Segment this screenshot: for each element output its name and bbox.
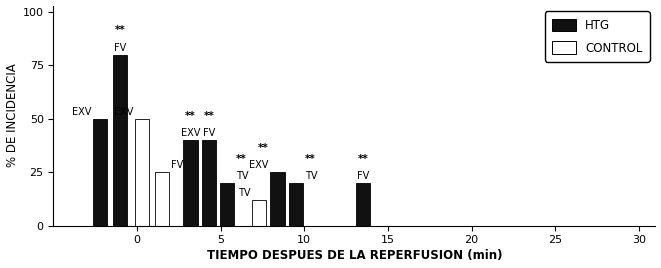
X-axis label: TIEMPO DESPUES DE LA REPERFUSION (min): TIEMPO DESPUES DE LA REPERFUSION (min) (207, 250, 502, 262)
Text: **: ** (358, 154, 368, 163)
Text: **: ** (305, 154, 315, 163)
Bar (270, 172, 285, 226)
Text: FV: FV (171, 160, 183, 170)
Text: **: ** (115, 25, 126, 35)
Bar (155, 172, 169, 226)
Text: FV: FV (114, 43, 126, 53)
Text: **: ** (236, 154, 247, 163)
Text: TV: TV (238, 188, 251, 198)
Bar (289, 183, 303, 226)
Y-axis label: % DE INCIDENCIA: % DE INCIDENCIA (5, 64, 19, 168)
Text: EXV: EXV (72, 107, 91, 117)
Bar (202, 140, 216, 226)
Bar (220, 183, 235, 226)
Bar (184, 140, 198, 226)
Text: **: ** (185, 111, 196, 121)
Text: EXV: EXV (114, 107, 134, 117)
Legend: HTG, CONTROL: HTG, CONTROL (545, 12, 650, 62)
Text: TV: TV (305, 171, 317, 181)
Bar (252, 200, 266, 226)
Text: TV: TV (236, 171, 249, 181)
Text: **: ** (204, 111, 214, 121)
Text: FV: FV (357, 171, 369, 181)
Bar (356, 183, 370, 226)
Text: FV: FV (203, 128, 215, 138)
Text: **: ** (258, 143, 269, 153)
Bar (113, 55, 128, 226)
Bar (135, 119, 149, 226)
Text: EXV: EXV (181, 128, 200, 138)
Text: EXV: EXV (249, 160, 269, 170)
Bar (93, 119, 107, 226)
